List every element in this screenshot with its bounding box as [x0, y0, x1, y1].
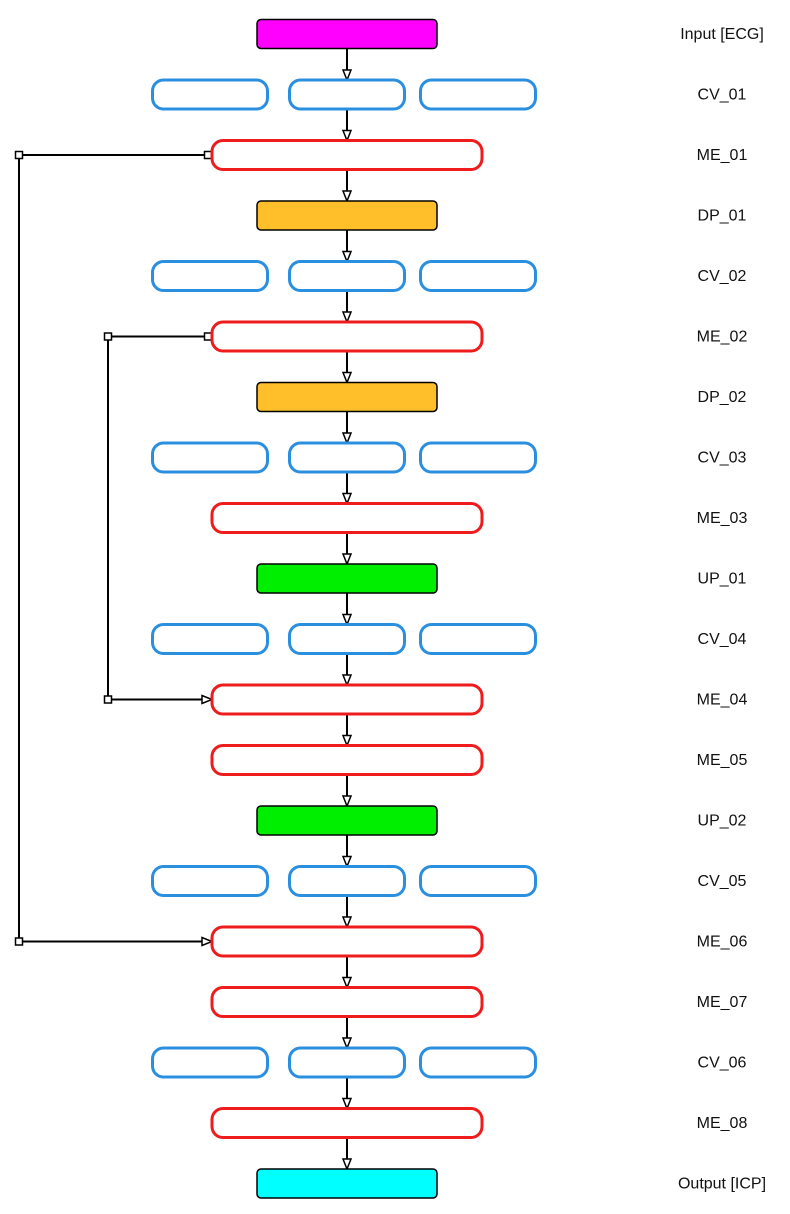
me01-label: ME_01 — [697, 147, 748, 164]
cv03-block-3 — [419, 441, 537, 474]
dp01-label: DP_01 — [698, 208, 747, 225]
cv04-block-3 — [419, 623, 537, 655]
me07-label: ME_07 — [697, 994, 748, 1011]
me01-block — [210, 139, 484, 171]
me02-block — [210, 320, 484, 353]
skip-connection-path — [18, 154, 212, 942]
cv01-block-3 — [419, 78, 537, 111]
cv05-block-1 — [151, 865, 269, 897]
skip-joint-marker — [203, 332, 213, 341]
me07-block — [210, 986, 484, 1018]
skip-connection-2 — [103, 332, 213, 704]
cv03-block-1 — [151, 441, 269, 474]
me02-label: ME_02 — [697, 329, 748, 346]
cv02-block-3 — [419, 260, 537, 292]
up02-block — [256, 805, 438, 836]
output-block — [256, 1168, 438, 1199]
cv02-label: CV_02 — [698, 268, 747, 285]
skip-joint-marker — [14, 937, 24, 946]
cv06-label: CV_06 — [698, 1055, 747, 1072]
skip-joint-marker — [14, 150, 24, 160]
cv06-block-1 — [151, 1046, 269, 1079]
cv02-block-2 — [288, 260, 406, 292]
me04-block — [210, 683, 484, 716]
cv03-label: CV_03 — [698, 450, 747, 467]
me06-block — [210, 925, 484, 958]
cv06-block-2 — [288, 1046, 406, 1079]
dp01-block — [256, 200, 438, 231]
me06-label: ME_06 — [697, 934, 748, 951]
me03-label: ME_03 — [697, 510, 748, 527]
cv03-block-2 — [288, 441, 406, 474]
me05-block — [210, 744, 484, 776]
skip-joint-marker — [203, 150, 213, 160]
cv05-block-2 — [288, 865, 406, 897]
skip-joint-marker — [103, 695, 113, 704]
output-label: Output [ICP] — [678, 1176, 766, 1193]
cv04-block-1 — [151, 623, 269, 655]
up01-block — [256, 563, 438, 594]
skip-connection-path — [107, 335, 212, 700]
input-label: Input [ECG] — [680, 26, 764, 43]
cv01-block-2 — [288, 78, 406, 111]
cv04-block-2 — [288, 623, 406, 655]
cv02-block-1 — [151, 260, 269, 292]
cv01-label: CV_01 — [698, 87, 747, 104]
dp02-block — [256, 381, 438, 413]
me04-label: ME_04 — [697, 692, 748, 709]
me08-block — [210, 1107, 484, 1139]
input-block — [256, 18, 438, 50]
skip-connections — [14, 150, 213, 946]
me05-label: ME_05 — [697, 752, 748, 769]
cv06-block-3 — [419, 1046, 537, 1079]
skip-connection-1 — [14, 150, 213, 946]
skip-joint-marker — [103, 332, 113, 341]
cv01-block-1 — [151, 78, 269, 111]
cv05-label: CV_05 — [698, 873, 747, 890]
cv05-block-3 — [419, 865, 537, 897]
dp02-label: DP_02 — [698, 389, 747, 406]
up01-label: UP_01 — [698, 571, 747, 588]
up02-label: UP_02 — [698, 813, 747, 830]
cv04-label: CV_04 — [698, 631, 747, 648]
layer-labels: Input [ECG] CV_01 ME_01 DP_01 CV_02 ME_02 DP_0… — [678, 26, 766, 1193]
layer-blocks — [151, 18, 537, 1199]
me08-label: ME_08 — [697, 1115, 748, 1132]
me03-block — [210, 502, 484, 534]
